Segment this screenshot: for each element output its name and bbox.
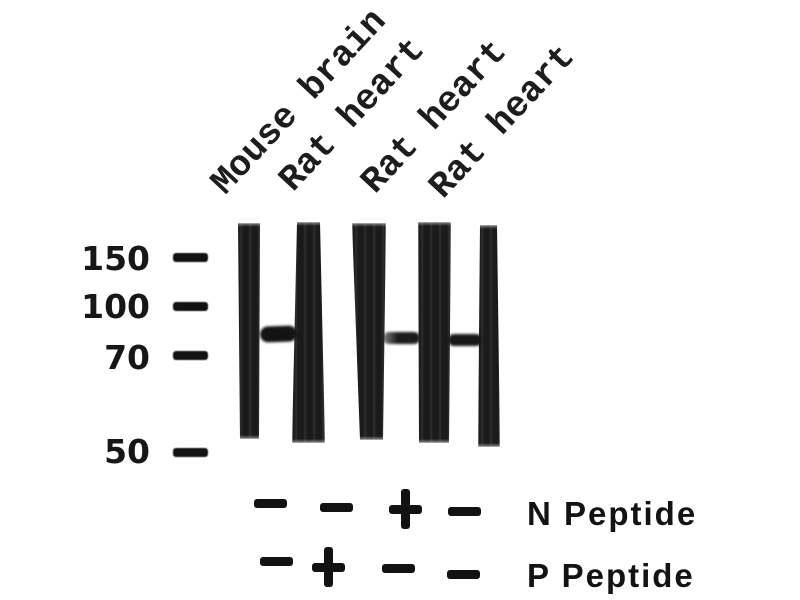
mw-label-100: 100 bbox=[81, 287, 150, 326]
n-peptide-symbol-lane3 bbox=[387, 487, 425, 531]
mw-tick-150 bbox=[173, 253, 208, 262]
blot-strip-3 bbox=[352, 223, 386, 440]
blot-strip-5 bbox=[478, 225, 500, 447]
p-peptide-symbol-lane3 bbox=[380, 546, 418, 590]
mw-label-150: 150 bbox=[81, 239, 150, 278]
mw-tick-100 bbox=[173, 302, 208, 311]
n-peptide-symbol-lane1 bbox=[252, 481, 290, 525]
blot-strip-4 bbox=[418, 222, 451, 443]
mw-tick-70 bbox=[173, 351, 208, 360]
n-peptide-symbol-lane4 bbox=[446, 489, 484, 533]
mw-label-50: 50 bbox=[104, 432, 150, 471]
protein-band-lane1 bbox=[259, 325, 298, 343]
blot-strip-1 bbox=[238, 223, 260, 439]
p-peptide-symbol-lane1 bbox=[258, 539, 296, 583]
p-peptide-symbol-lane4 bbox=[445, 552, 483, 596]
mw-tick-50 bbox=[173, 448, 208, 457]
protein-band-lane4 bbox=[448, 334, 482, 346]
n-peptide-symbol-lane2 bbox=[318, 485, 356, 529]
p-peptide-row-label: P Peptide bbox=[527, 557, 695, 594]
mw-label-70: 70 bbox=[104, 338, 150, 377]
protein-band-lane3 bbox=[383, 332, 420, 344]
n-peptide-row-label: N Peptide bbox=[527, 495, 698, 532]
blot-strip-2 bbox=[292, 222, 325, 443]
p-peptide-symbol-lane2 bbox=[310, 545, 348, 589]
